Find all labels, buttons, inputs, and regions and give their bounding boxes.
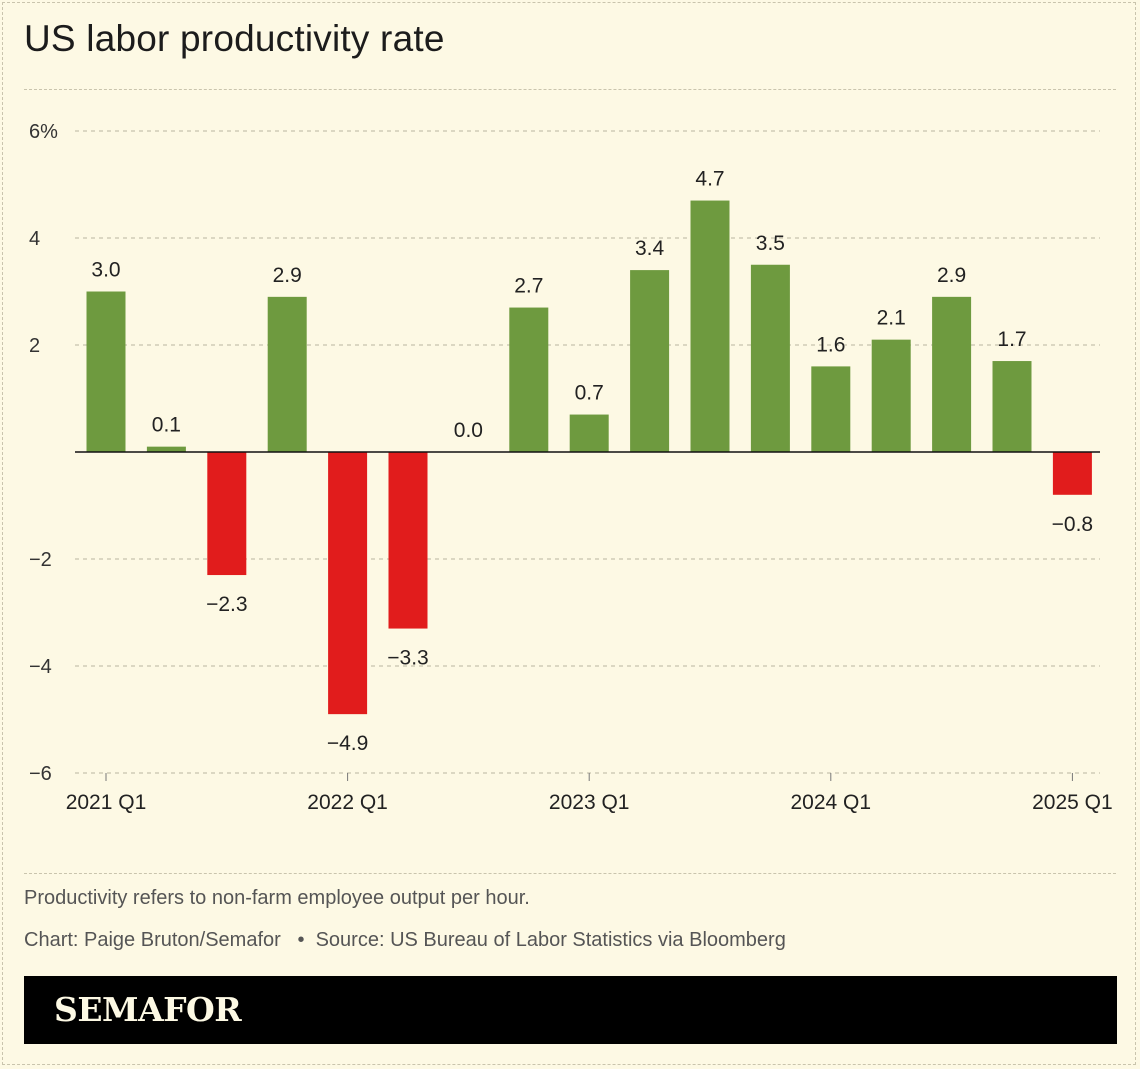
value-label-2025-Q1: −0.8 (1052, 513, 1093, 536)
credit-line: Chart: Paige Bruton/Semafor • Source: US… (24, 929, 786, 952)
bar-2021-Q3 (207, 452, 247, 576)
value-labels: 3.0 0.1 −2.3 2.9 −4.9 −3.3 0.0 2.7 0.7 3.4 4.7 3.5 1… (91, 168, 1093, 756)
value-label-2021-Q4: 2.9 (273, 264, 302, 287)
brand-logo: SEMAFOR (54, 990, 242, 1029)
x-tick-label-0: 2021 Q1 (66, 791, 147, 814)
y-axis-ticks: 6% 4 2 −2 −4 −6 (29, 121, 58, 785)
bar-2025-Q1 (1052, 452, 1092, 495)
value-label-2024-Q4: 1.7 (997, 328, 1026, 351)
chart-title: US labor productivity rate (24, 18, 445, 59)
bars (86, 200, 1092, 715)
value-label-2023-Q1: 0.7 (575, 382, 604, 405)
bar-2024-Q4 (992, 361, 1032, 452)
bar-chart: 3.0 0.1 −2.3 2.9 −4.9 −3.3 0.0 2.7 0.7 3.4 4.7 3.5 1… (29, 121, 1113, 814)
bar-2023-Q2 (630, 270, 670, 452)
value-label-2021-Q3: −2.3 (206, 593, 247, 616)
definition-note: Productivity refers to non-farm employee… (24, 887, 530, 909)
x-axis-ticks: 2021 Q1 2022 Q1 2023 Q1 2024 Q1 2025 Q1 (66, 773, 1113, 814)
value-label-2024-Q2: 2.1 (877, 307, 906, 330)
source-credit: Source: US Bureau of Labor Statistics vi… (315, 929, 786, 951)
bar-2023-Q3 (690, 200, 730, 452)
value-label-2024-Q1: 1.6 (816, 333, 845, 356)
y-tick-label-2: 2 (29, 335, 40, 357)
y-tick-label-5: −6 (29, 763, 52, 785)
bottom-divider (24, 873, 1116, 874)
value-label-2022-Q2: −3.3 (387, 647, 428, 670)
value-label-2024-Q3: 2.9 (937, 264, 966, 287)
top-divider (24, 89, 1116, 90)
bar-2022-Q2 (388, 452, 428, 629)
x-tick-label-1: 2022 Q1 (307, 791, 388, 814)
y-tick-label-4: −4 (29, 656, 52, 678)
chart-credit: Chart: Paige Bruton/Semafor (24, 929, 281, 951)
value-label-2023-Q4: 3.5 (756, 232, 785, 255)
separator-dot: • (286, 929, 311, 951)
bar-2021-Q1 (86, 291, 126, 452)
bar-2023-Q1 (569, 414, 609, 452)
bar-2023-Q4 (750, 264, 790, 452)
value-label-2023-Q2: 3.4 (635, 237, 665, 260)
y-tick-label-0: 6% (29, 121, 58, 143)
bar-2024-Q2 (871, 339, 911, 452)
bar-2021-Q4 (267, 296, 307, 452)
value-label-2023-Q3: 4.7 (695, 168, 724, 191)
bar-2021-Q2 (146, 446, 186, 452)
x-tick-label-3: 2024 Q1 (791, 791, 872, 814)
value-label-2022-Q3: 0.0 (454, 419, 483, 442)
bar-2024-Q1 (811, 366, 851, 452)
bar-2024-Q3 (932, 296, 972, 452)
bar-2022-Q1 (328, 452, 368, 715)
value-label-2022-Q4: 2.7 (514, 275, 543, 298)
x-tick-label-2: 2023 Q1 (549, 791, 630, 814)
brand-bar: SEMAFOR (24, 976, 1117, 1044)
y-tick-label-1: 4 (29, 228, 40, 250)
y-tick-label-3: −2 (29, 549, 52, 571)
value-label-2021-Q1: 3.0 (91, 259, 120, 282)
x-tick-label-4: 2025 Q1 (1032, 791, 1113, 814)
value-label-2021-Q2: 0.1 (152, 414, 181, 437)
value-label-2022-Q1: −4.9 (327, 732, 368, 755)
bar-2022-Q4 (509, 307, 549, 452)
